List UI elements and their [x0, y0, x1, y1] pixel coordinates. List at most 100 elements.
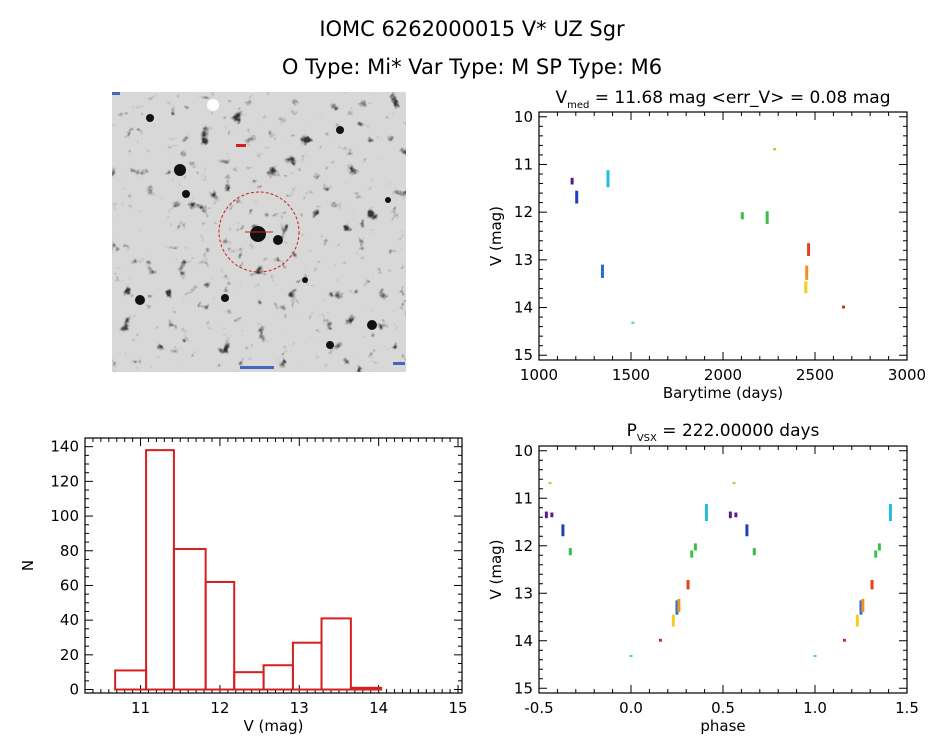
phase-point: [859, 600, 863, 615]
lightcurve-xtick-label: 1000: [520, 366, 558, 384]
lightcurve-plot: 1000 1500 2000 2500 3000 10 11 12 13 14 15 Barytime…: [487, 88, 926, 402]
phase-point: [671, 614, 675, 627]
lightcurve-xtick-label: 2000: [704, 366, 742, 384]
lightcurve-point: [805, 265, 809, 280]
histogram-bar: [233, 671, 265, 691]
phase-point: [745, 524, 749, 537]
phase-frame: [538, 445, 908, 694]
phase-xtick-label: -0.5: [524, 699, 553, 717]
phase-xtick-label: 0.0: [619, 699, 643, 717]
lightcurve-xlabel: Barytime (days): [663, 384, 783, 402]
phase-ytick-label: 13: [514, 584, 533, 602]
lightcurve-point: [740, 212, 744, 220]
histogram-ytick-label: 140: [50, 438, 79, 456]
lightcurve-ytick-label: 14: [514, 299, 533, 317]
chart-title-line2: O Type: Mi* Var Type: M SP Type: M6: [281, 55, 663, 79]
phase-point: [855, 614, 859, 627]
phase-point: [877, 543, 881, 551]
phase-point: [693, 543, 697, 551]
histogram-bar: [291, 641, 323, 691]
lightcurve-point: [842, 305, 846, 309]
phase-point: [842, 638, 846, 642]
lightcurve-ytick-label: 12: [514, 203, 533, 221]
histogram-bar: [320, 617, 352, 691]
histogram-bar: [172, 548, 207, 691]
phase-ytick-label: 15: [514, 679, 533, 697]
phase-xtick-label: 1.5: [895, 699, 919, 717]
histogram-ytick-label: 40: [60, 611, 79, 629]
phase-point: [874, 550, 878, 558]
phase-point: [675, 600, 679, 615]
star-field: [135, 114, 391, 349]
lightcurve-frame: [538, 111, 908, 361]
histogram-xlabel: V (mag): [243, 717, 303, 735]
lightcurve-ytick-label: 15: [514, 346, 533, 364]
phase-point: [861, 598, 865, 613]
phase-xtick-label: 1.0: [803, 699, 827, 717]
histogram-xtick-label: 12: [210, 699, 229, 717]
histogram-ytick-label: 60: [60, 576, 79, 594]
finder-image: [112, 92, 406, 372]
histogram-xtick-label: 14: [369, 699, 388, 717]
histogram-ytick-label: 20: [60, 646, 79, 664]
phase-point: [734, 512, 738, 518]
histogram-ytick-label: 80: [60, 542, 79, 560]
histogram-bar: [145, 449, 175, 691]
histogram-ytick-label: 120: [50, 472, 79, 490]
histogram-ytick-label: 0: [69, 681, 79, 699]
chart-title-line1: IOMC 6262000015 V* UZ Sgr: [319, 17, 625, 41]
phase-point: [544, 511, 548, 519]
phase-point: [677, 598, 681, 613]
phase-point: [888, 503, 892, 522]
histogram-bar: [262, 664, 294, 691]
lightcurve-point: [804, 281, 808, 294]
lightcurve-point: [570, 177, 574, 185]
phase-title: PVSX = 222.00000 days: [627, 421, 820, 444]
lightcurve-ytick-label: 10: [514, 108, 533, 126]
lightcurve-point: [807, 243, 811, 257]
phase-point: [686, 579, 690, 590]
phase-point: [813, 655, 817, 657]
lightcurve-ytick-label: 11: [514, 155, 533, 173]
phase-point: [561, 524, 565, 537]
phase-ytick-label: 11: [514, 489, 533, 507]
lightcurve-point: [600, 264, 604, 278]
phase-point: [629, 655, 633, 657]
histogram-ytick-label: 100: [50, 507, 79, 525]
histogram-xtick-label: 13: [290, 699, 309, 717]
phase-ytick-label: 10: [514, 442, 533, 460]
phase-point: [752, 548, 756, 556]
phase-ytick-label: 14: [514, 632, 533, 650]
phase-ylabel: V (mag): [487, 539, 505, 599]
phase-point: [732, 482, 736, 485]
phase-point: [548, 482, 552, 485]
phase-ytick-label: 12: [514, 537, 533, 555]
phase-point: [690, 550, 694, 558]
phase-xtick-label: 0.5: [711, 699, 735, 717]
histogram-plot: 11 12 13 14 15 0 20 40 60 80 100 120 140 V (mag) N: [19, 437, 468, 735]
phase-point: [658, 638, 662, 642]
phase-plot: -0.5 0.0 0.5 1.0 1.5 10 11 12 13 14 15 phase V (mag)…: [487, 421, 919, 735]
lightcurve-point: [631, 321, 635, 324]
histogram-bar: [204, 580, 236, 691]
lightcurve-ylabel: V (mag): [487, 206, 505, 266]
lightcurve-ytick-label: 13: [514, 251, 533, 269]
lightcurve-xtick-label: 3000: [888, 366, 926, 384]
lightcurve-point: [773, 148, 777, 151]
histogram-xtick-label: 15: [448, 699, 467, 717]
phase-point: [704, 503, 708, 522]
histogram-bar: [349, 686, 383, 691]
lightcurve-xtick-label: 2500: [796, 366, 834, 384]
target-circle: [218, 191, 300, 273]
histogram-bar: [114, 669, 148, 691]
lightcurve-xtick-label: 1500: [612, 366, 650, 384]
histogram-frame: [84, 437, 463, 694]
histogram-ylabel: N: [19, 560, 37, 571]
phase-xlabel: phase: [700, 717, 745, 735]
lightcurve-point: [765, 211, 769, 225]
phase-point: [870, 579, 874, 590]
phase-point: [550, 512, 554, 518]
lightcurve-title: Vmed = 11.68 mag <err_V> = 0.08 mag: [555, 88, 890, 111]
histogram-xtick-label: 11: [131, 699, 150, 717]
